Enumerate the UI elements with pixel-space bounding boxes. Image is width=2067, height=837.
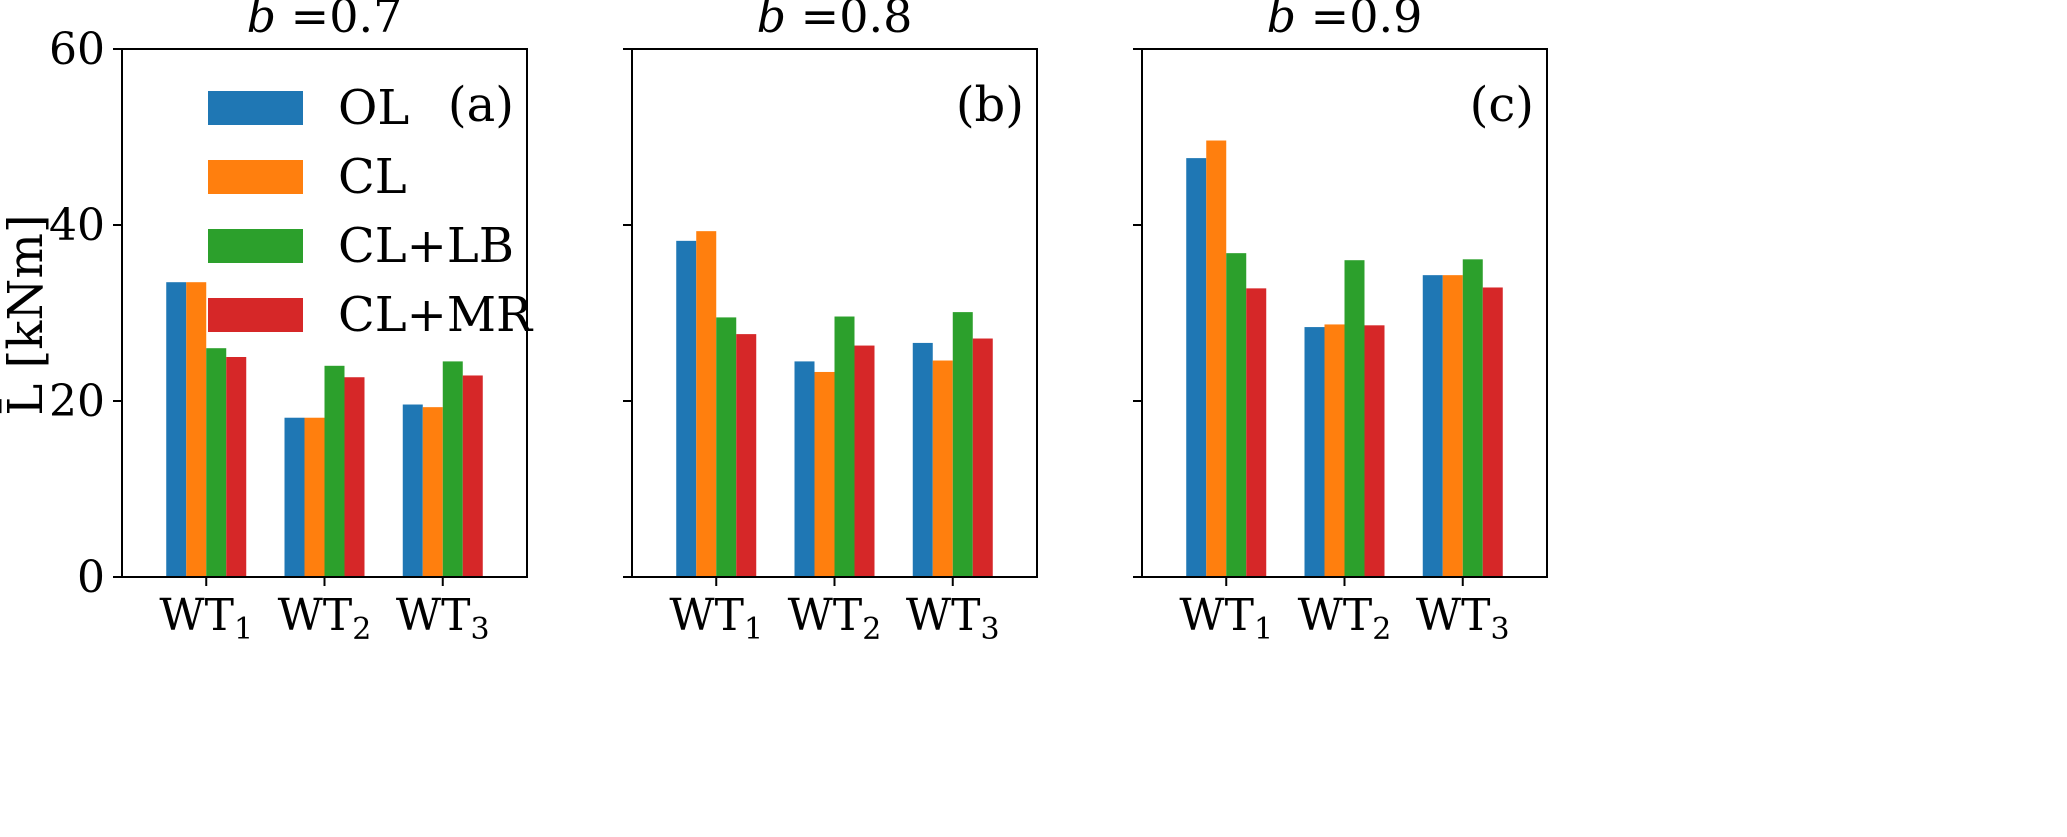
- bar-cl-lb-b-2: [834, 316, 855, 577]
- bar-ol-a-1: [166, 282, 187, 577]
- bar-cl-lb-a-2: [324, 365, 345, 577]
- x-tick-label: WT3: [396, 590, 490, 647]
- bar-cl-lb-a-1: [206, 348, 227, 577]
- panel-label: (a): [448, 77, 514, 133]
- bar-cl-a-1: [186, 282, 207, 577]
- legend-swatch-cl: [208, 160, 303, 194]
- bar-cl-mr-c-3: [1482, 287, 1503, 577]
- bar-cl-a-2: [304, 417, 325, 577]
- legend-label-cl: CL: [338, 149, 407, 205]
- bar-cl-mr-a-1: [226, 357, 247, 577]
- y-tick-label: 20: [49, 376, 105, 427]
- legend-swatch-ol: [208, 91, 303, 125]
- x-tick-label: WT1: [159, 590, 253, 647]
- bar-ol-a-3: [402, 404, 423, 577]
- x-tick-label: WT2: [788, 590, 882, 647]
- bar-ol-b-1: [676, 240, 697, 577]
- bar-cl-lb-b-3: [952, 312, 973, 577]
- x-tick-label: WT3: [1416, 590, 1510, 647]
- legend-swatch-cl-mr: [208, 298, 303, 332]
- bar-ol-c-3: [1422, 275, 1443, 577]
- bar-cl-lb-c-2: [1344, 260, 1365, 577]
- x-tick-label: WT1: [1179, 590, 1273, 647]
- bar-ol-b-3: [912, 342, 933, 577]
- y-tick-label: 60: [49, 24, 105, 75]
- bar-cl-lb-b-1: [716, 317, 737, 577]
- panel-a: 0 20 40 60 WT1 WT2 WT3 b =0.7 (a): [49, 0, 528, 647]
- x-tick-label: WT2: [1298, 590, 1392, 647]
- bar-ol-c-1: [1186, 158, 1207, 577]
- bar-ol-a-2: [284, 417, 305, 577]
- panel-title: b =0.8: [757, 0, 913, 43]
- bar-cl-a-3: [422, 407, 443, 577]
- y-axis-label-text: L̄ [kNm]: [0, 214, 54, 415]
- legend: OL CL CL+LB CL+MR: [208, 80, 534, 343]
- bar-cl-lb-c-3: [1462, 259, 1483, 577]
- bar-cl-mr-b-3: [972, 338, 993, 577]
- y-tick-label: 40: [49, 200, 105, 251]
- panel-c: WT1 WT2 WT3 b =0.9 (c): [1133, 0, 1548, 647]
- legend-swatch-cl-lb: [208, 229, 303, 263]
- x-tick-label: WT2: [278, 590, 372, 647]
- y-tick-label: 0: [77, 552, 105, 603]
- bar-cl-c-1: [1206, 140, 1227, 577]
- bar-cl-lb-a-3: [442, 361, 463, 577]
- legend-label-cl-mr: CL+MR: [338, 287, 534, 343]
- panel-title: b =0.7: [247, 0, 403, 43]
- panel-label: (b): [956, 77, 1024, 133]
- bar-cl-lb-c-1: [1226, 253, 1247, 577]
- bar-cl-mr-a-2: [344, 377, 365, 577]
- bar-cl-b-2: [814, 371, 835, 577]
- bar-cl-c-3: [1442, 275, 1463, 577]
- bar-cl-c-2: [1324, 324, 1345, 577]
- bar-cl-mr-b-1: [736, 334, 757, 577]
- bar-cl-mr-b-2: [854, 345, 875, 577]
- bar-ol-b-2: [794, 361, 815, 577]
- x-tick-label: WT1: [669, 590, 763, 647]
- x-tick-label: WT3: [906, 590, 1000, 647]
- panel-label: (c): [1470, 77, 1534, 133]
- panel-b: WT1 WT2 WT3 b =0.8 (b): [623, 0, 1038, 647]
- y-axis-label: L̄ [kNm]: [0, 214, 54, 415]
- bar-cl-mr-a-3: [462, 375, 483, 577]
- bar-cl-b-3: [932, 360, 953, 577]
- bar-cl-mr-c-1: [1246, 288, 1267, 577]
- bar-ol-c-2: [1304, 327, 1325, 577]
- panel-title: b =0.9: [1267, 0, 1423, 43]
- legend-label-ol: OL: [338, 80, 409, 136]
- legend-label-cl-lb: CL+LB: [338, 218, 514, 274]
- bar-cl-mr-c-2: [1364, 325, 1385, 577]
- chart-panels: 0 20 40 60 WT1 WT2 WT3 b =0.7 (a) WT1 WT2 WT3 b =0.8…: [49, 0, 1548, 647]
- bar-cl-b-1: [696, 231, 717, 577]
